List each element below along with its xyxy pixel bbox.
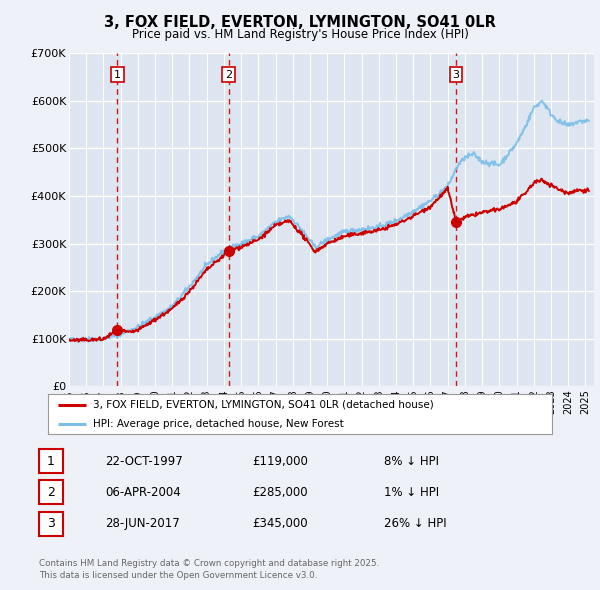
Text: 3, FOX FIELD, EVERTON, LYMINGTON, SO41 0LR (detached house): 3, FOX FIELD, EVERTON, LYMINGTON, SO41 0… (94, 400, 434, 410)
Text: 28-JUN-2017: 28-JUN-2017 (105, 517, 180, 530)
Text: Price paid vs. HM Land Registry's House Price Index (HPI): Price paid vs. HM Land Registry's House … (131, 28, 469, 41)
Text: 2: 2 (47, 486, 55, 499)
Text: 3: 3 (47, 517, 55, 530)
Text: £345,000: £345,000 (252, 517, 308, 530)
Text: 22-OCT-1997: 22-OCT-1997 (105, 455, 183, 468)
Text: £119,000: £119,000 (252, 455, 308, 468)
Text: 3: 3 (452, 70, 460, 80)
Text: Contains HM Land Registry data © Crown copyright and database right 2025.
This d: Contains HM Land Registry data © Crown c… (39, 559, 379, 580)
Text: 2: 2 (225, 70, 232, 80)
Text: 8% ↓ HPI: 8% ↓ HPI (384, 455, 439, 468)
Text: 1: 1 (114, 70, 121, 80)
Text: 06-APR-2004: 06-APR-2004 (105, 486, 181, 499)
Text: 26% ↓ HPI: 26% ↓ HPI (384, 517, 446, 530)
Text: £285,000: £285,000 (252, 486, 308, 499)
Text: 1: 1 (47, 455, 55, 468)
Text: HPI: Average price, detached house, New Forest: HPI: Average price, detached house, New … (94, 419, 344, 428)
Text: 1% ↓ HPI: 1% ↓ HPI (384, 486, 439, 499)
Text: 3, FOX FIELD, EVERTON, LYMINGTON, SO41 0LR: 3, FOX FIELD, EVERTON, LYMINGTON, SO41 0… (104, 15, 496, 30)
